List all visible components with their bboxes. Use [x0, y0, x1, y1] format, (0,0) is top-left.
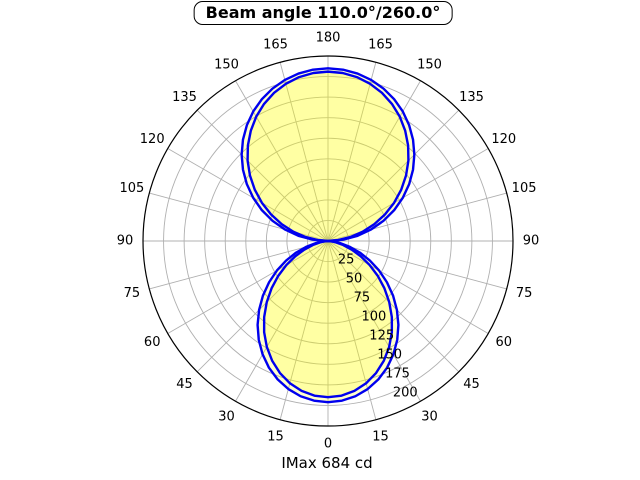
angle-tick-label: 90 — [523, 234, 540, 249]
angle-tick-label: 120 — [140, 132, 165, 147]
polar-angle-gridline — [167, 148, 329, 242]
polar-radius-gridline — [245, 158, 411, 324]
radius-tick-label: 175 — [385, 366, 410, 381]
polar-angle-gridline — [327, 240, 489, 334]
polar-angle-gridline — [327, 240, 507, 290]
polar-radius-gridline — [163, 76, 493, 406]
angle-tick-label: 45 — [463, 377, 480, 392]
polar-radius-gridline — [204, 117, 452, 365]
polar-angle-gridline — [196, 240, 329, 373]
polar-angle-gridline — [327, 62, 377, 242]
polar-outer-circle — [142, 55, 514, 427]
chart-title: Beam angle 110.0°/260.0° — [205, 3, 441, 22]
angle-tick-label: 150 — [417, 58, 442, 73]
angle-tick-label: 90 — [117, 234, 134, 249]
polar-radius-gridline — [265, 178, 391, 304]
polar-angle-gridline — [327, 240, 460, 373]
polar-angle-gridline — [235, 240, 329, 402]
angle-tick-label: 30 — [421, 409, 438, 424]
imax-caption: IMax 684 cd — [281, 454, 373, 472]
polar-angle-gridline — [167, 240, 329, 334]
beam-curve-1 — [240, 67, 416, 399]
polar-angle-gridline — [327, 240, 421, 402]
angle-tick-label: 105 — [119, 181, 144, 196]
angle-tick-label: 0 — [324, 437, 332, 452]
radius-tick-label: 50 — [346, 272, 363, 287]
polar-angle-gridline — [196, 109, 329, 242]
angle-tick-label: 30 — [218, 409, 235, 424]
beam-lobe-fill-1 — [241, 68, 415, 398]
angle-tick-label: 15 — [372, 430, 389, 445]
polar-angle-gridline — [327, 109, 460, 242]
angle-tick-label: 45 — [176, 377, 193, 392]
angle-tick-label: 75 — [124, 286, 141, 301]
polar-radius-gridline — [183, 96, 473, 386]
angle-tick-label: 135 — [172, 90, 197, 105]
polar-radius-gridline — [224, 137, 432, 345]
polar-radius-gridline — [286, 199, 370, 283]
chart-title-box: Beam angle 110.0°/260.0° — [193, 1, 453, 25]
angle-tick-label: 120 — [491, 132, 516, 147]
polar-angle-gridline — [235, 80, 329, 242]
angle-tick-label: 180 — [316, 31, 341, 46]
angle-tick-label: 165 — [263, 37, 288, 52]
radius-tick-label: 100 — [362, 310, 387, 325]
radius-tick-label: 125 — [369, 329, 394, 344]
angle-tick-label: 105 — [512, 181, 537, 196]
radius-tick-label: 200 — [393, 385, 418, 400]
angle-tick-label: 60 — [144, 335, 161, 350]
angle-tick-label: 60 — [496, 335, 513, 350]
angle-tick-label: 135 — [459, 90, 484, 105]
angle-tick-label: 150 — [214, 58, 239, 73]
polar-angle-gridline — [149, 240, 329, 290]
polar-angle-gridline — [279, 62, 329, 242]
radius-tick-label: 150 — [377, 347, 402, 362]
polar-radius-gridline — [306, 219, 350, 263]
polar-angle-gridline — [327, 148, 489, 242]
radius-tick-label: 75 — [354, 291, 371, 306]
angle-tick-label: 15 — [267, 430, 284, 445]
angle-tick-label: 165 — [368, 37, 393, 52]
polar-angle-gridline — [327, 80, 421, 242]
beam-lobe-fill-2 — [247, 71, 409, 403]
radius-tick-label: 25 — [338, 253, 355, 268]
beam-curve-2 — [246, 70, 410, 404]
angle-tick-label: 75 — [516, 286, 533, 301]
